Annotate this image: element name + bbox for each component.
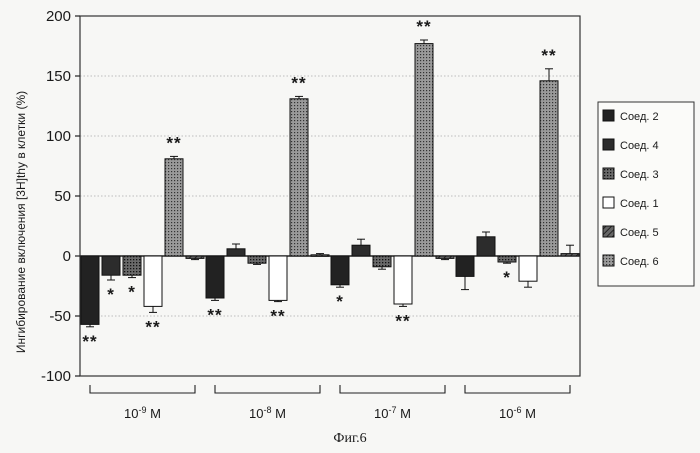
significance-mark: ** xyxy=(145,317,160,336)
y-tick-label: -100 xyxy=(41,368,71,385)
category-label: 10-7 M xyxy=(374,405,411,421)
category-label: 10-8 M xyxy=(249,405,286,421)
y-tick-label: -50 xyxy=(49,308,71,325)
bar xyxy=(455,255,475,277)
bar xyxy=(560,253,580,257)
category-label: 10-6 M xyxy=(499,405,536,421)
legend-swatch xyxy=(602,196,615,209)
bar xyxy=(435,255,455,259)
bar xyxy=(330,255,350,286)
legend-label: Соед. 2 xyxy=(620,111,659,123)
gridlines xyxy=(80,75,580,317)
bar xyxy=(372,255,392,268)
bar xyxy=(143,255,163,307)
legend-label: Соед. 4 xyxy=(620,140,659,152)
category-bracket xyxy=(464,385,571,394)
legend-label: Соед. 5 xyxy=(620,227,659,239)
significance-mark: ** xyxy=(416,17,431,36)
bar xyxy=(185,255,205,259)
category-bracket xyxy=(214,385,321,394)
legend: Соед. 2 Соед. 4 Соед. 3 Соед. 1 Соед. 5 Соед.… xyxy=(597,101,695,287)
legend-swatch xyxy=(602,254,615,267)
significance-mark: ** xyxy=(395,311,410,330)
bar xyxy=(497,255,517,263)
significance-mark: * xyxy=(107,285,115,304)
significance-mark: ** xyxy=(166,133,181,152)
bar xyxy=(393,255,413,305)
bar xyxy=(351,244,371,257)
significance-mark: ** xyxy=(207,305,222,324)
significance-marks: ****** ****** ********** xyxy=(82,17,556,351)
legend-swatch xyxy=(602,167,615,180)
bar xyxy=(205,255,225,299)
significance-mark: * xyxy=(336,292,344,311)
category-bracket xyxy=(89,385,196,394)
legend-swatch xyxy=(602,138,615,151)
significance-mark: ** xyxy=(82,332,97,351)
axes: -100 -50 0 50 100 150 200 xyxy=(41,8,581,385)
bar xyxy=(414,43,434,257)
bar xyxy=(310,254,330,257)
legend-swatch xyxy=(602,109,615,122)
legend-label: Соед. 1 xyxy=(620,198,659,210)
bar xyxy=(476,236,496,257)
figure-caption: Фиг.6 xyxy=(333,431,366,446)
bar xyxy=(122,255,142,276)
legend-swatch xyxy=(602,225,615,238)
bar xyxy=(289,98,309,257)
bar xyxy=(268,255,288,301)
significance-mark: ** xyxy=(270,307,285,326)
bar xyxy=(164,158,184,257)
significance-mark: ** xyxy=(291,73,306,92)
legend-label: Соед. 3 xyxy=(620,169,659,181)
bar xyxy=(539,80,559,257)
significance-mark: * xyxy=(503,268,511,287)
significance-mark: ** xyxy=(541,46,556,65)
bar xyxy=(226,248,246,257)
category-label: 10-9 M xyxy=(124,405,161,421)
bar xyxy=(518,255,538,282)
y-tick-label: 200 xyxy=(46,8,71,25)
category-bracket xyxy=(339,385,446,394)
y-tick-label: 150 xyxy=(46,68,71,85)
y-tick-label: 0 xyxy=(63,248,71,265)
bar xyxy=(101,255,121,276)
significance-mark: * xyxy=(128,283,136,302)
y-tick-label: 50 xyxy=(54,188,71,205)
y-axis-label: Ингибирование включения [3H]thy в клетки… xyxy=(14,91,28,353)
bar xyxy=(80,255,100,325)
bars xyxy=(80,39,580,328)
y-tick-label: 100 xyxy=(46,128,71,145)
category-axis: 10-9 M 10-8 M 10-7 M 10-6 M xyxy=(89,385,571,421)
bar xyxy=(247,255,267,264)
legend-label: Соед. 6 xyxy=(620,256,659,268)
